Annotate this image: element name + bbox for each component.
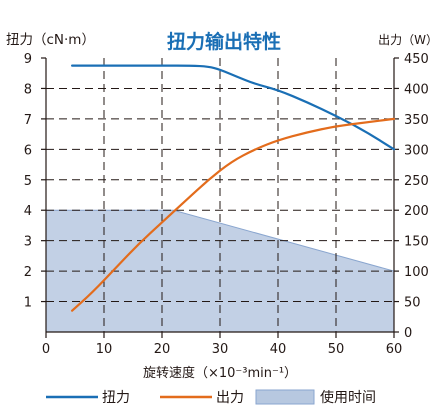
y-right-tick-label: 400: [404, 82, 429, 97]
labels-layer: 扭力输出特性 扭力（cN·m） 出力（W） 旋转速度（×10⁻³min⁻¹） 0…: [6, 30, 438, 381]
y-right-tick-label: 200: [404, 204, 429, 219]
y-axis-right-label: 出力（W）: [378, 33, 438, 47]
x-tick-label: 30: [212, 342, 229, 357]
y-right-tick-label: 100: [404, 265, 429, 280]
y-left-tick-label: 8: [24, 82, 32, 97]
y-right-tick-label: 350: [404, 113, 429, 128]
series-layer: [71, 64, 396, 312]
x-tick-label: 0: [42, 342, 50, 357]
y-left-tick-label: 6: [24, 143, 32, 158]
legend-label: 出力: [216, 390, 244, 406]
y-left-tick-label: 3: [24, 235, 32, 250]
x-tick-label: 40: [270, 342, 287, 357]
chart-title: 扭力输出特性: [167, 30, 281, 53]
series-line: [71, 117, 396, 312]
y-right-tick-label: 450: [404, 52, 429, 67]
y-axis-left-label: 扭力（cN·m）: [6, 32, 95, 48]
y-left-tick-label: 9: [24, 52, 32, 67]
y-left-tick-label: 4: [24, 204, 32, 219]
x-tick-label: 60: [386, 342, 403, 357]
y-right-tick-label: 250: [404, 174, 429, 189]
axes-layer: [41, 57, 399, 338]
y-right-tick-label: 0: [404, 326, 412, 341]
y-right-tick-label: 50: [404, 296, 421, 311]
x-tick-label: 10: [96, 342, 113, 357]
y-left-tick-label: 5: [24, 174, 32, 189]
legend-label: 使用时间: [320, 389, 376, 406]
x-axis-label: 旋转速度（×10⁻³min⁻¹）: [143, 365, 297, 381]
y-left-tick-label: 1: [24, 296, 32, 311]
series-line: [71, 64, 396, 151]
y-left-tick-label: 7: [24, 113, 32, 128]
legend-swatch-area: [255, 389, 315, 405]
x-tick-label: 20: [154, 342, 171, 357]
y-left-tick-label: 2: [24, 265, 32, 280]
x-tick-label: 50: [328, 342, 345, 357]
y-right-tick-label: 300: [404, 143, 429, 158]
legend-label: 扭力: [102, 390, 130, 406]
grid-layer: [46, 58, 394, 332]
legend: 扭力 出力 使用时间: [46, 389, 376, 406]
y-right-tick-label: 150: [404, 235, 429, 250]
